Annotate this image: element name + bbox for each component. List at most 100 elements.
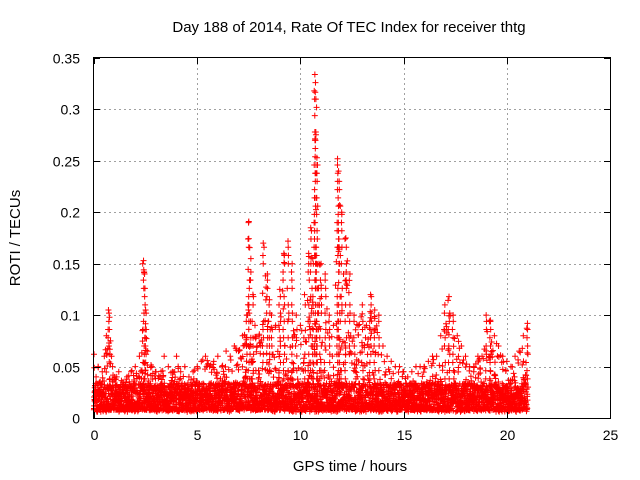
data-point: [355, 332, 362, 339]
data-point: [161, 353, 168, 360]
data-markers: [90, 71, 532, 415]
data-point: [247, 277, 254, 284]
data-point: [512, 353, 519, 360]
data-point: [251, 322, 258, 329]
data-point: [148, 363, 155, 370]
data-point: [288, 268, 295, 275]
data-point: [524, 351, 531, 358]
data-point: [322, 277, 329, 284]
data-point: [316, 351, 323, 358]
data-point: [208, 369, 215, 376]
data-point: [311, 186, 318, 193]
data-point: [165, 363, 172, 370]
x-tick-label: 5: [194, 427, 202, 443]
data-point: [322, 271, 329, 277]
data-point: [342, 235, 349, 241]
data-point: [291, 331, 298, 338]
data-point: [306, 314, 313, 321]
data-point: [280, 359, 287, 366]
data-point: [140, 277, 147, 284]
data-point: [210, 361, 217, 368]
data-point: [247, 255, 254, 262]
data-point: [524, 349, 531, 356]
y-axis-label: ROTI / TECUs: [7, 190, 24, 286]
data-point: [289, 375, 296, 382]
data-point: [107, 360, 114, 367]
data-point: [312, 145, 319, 152]
data-point: [144, 371, 151, 378]
data-point: [436, 362, 443, 369]
data-point: [516, 348, 523, 355]
data-point: [262, 272, 269, 279]
data-point: [288, 277, 295, 284]
data-point: [176, 376, 183, 383]
data-point: [322, 347, 329, 354]
data-point: [289, 285, 296, 292]
data-point: [140, 387, 147, 394]
data-point: [285, 238, 292, 245]
data-point: [164, 399, 171, 406]
data-point: [245, 244, 252, 251]
data-point: [264, 285, 271, 292]
data-point: [177, 368, 184, 375]
data-point: [250, 388, 257, 395]
data-point: [326, 359, 333, 366]
data-point: [272, 365, 279, 372]
data-point: [141, 293, 148, 300]
data-point: [335, 194, 342, 201]
data-point: [455, 364, 462, 371]
data-point: [343, 260, 350, 267]
data-point: [279, 287, 286, 294]
data-point: [450, 367, 457, 374]
data-point: [341, 236, 348, 243]
data-point: [270, 374, 277, 381]
data-point: [222, 378, 229, 385]
y-tick-label: 0.35: [53, 51, 80, 67]
data-point: [342, 375, 349, 382]
data-point: [290, 327, 297, 334]
x-tick-label: 10: [293, 427, 309, 443]
data-point: [388, 358, 395, 365]
data-point: [455, 338, 462, 345]
data-point: [351, 318, 358, 325]
data-point: [223, 348, 230, 355]
data-point: [256, 371, 263, 378]
data-point: [202, 353, 209, 360]
data-point: [338, 219, 345, 226]
data-point: [445, 297, 452, 304]
y-tick-label: 0.2: [61, 205, 81, 221]
data-point: [267, 368, 274, 375]
data-point: [491, 332, 498, 339]
data-point: [123, 376, 130, 383]
data-point: [259, 365, 266, 372]
data-point: [259, 290, 266, 297]
data-point: [242, 381, 249, 388]
data-point: [272, 366, 279, 373]
data-point: [260, 240, 267, 247]
data-point: [139, 260, 146, 267]
data-point: [451, 335, 458, 342]
data-point: [376, 334, 383, 341]
data-point: [494, 353, 501, 360]
data-point: [171, 369, 178, 376]
data-point: [291, 388, 298, 395]
data-point: [338, 227, 345, 234]
data-point: [310, 360, 317, 367]
data-point: [321, 367, 328, 374]
data-point: [300, 359, 307, 366]
data-point: [257, 378, 264, 385]
data-point: [359, 301, 366, 308]
data-point: [260, 351, 267, 358]
data-point: [276, 286, 283, 293]
data-point: [330, 322, 337, 329]
data-point: [304, 297, 311, 304]
data-point: [214, 353, 221, 360]
data-point: [140, 257, 147, 264]
data-point: [433, 371, 440, 378]
data-point: [245, 307, 252, 314]
data-point: [335, 326, 342, 333]
data-point: [181, 363, 188, 370]
data-point: [523, 367, 530, 374]
data-point: [245, 397, 252, 404]
